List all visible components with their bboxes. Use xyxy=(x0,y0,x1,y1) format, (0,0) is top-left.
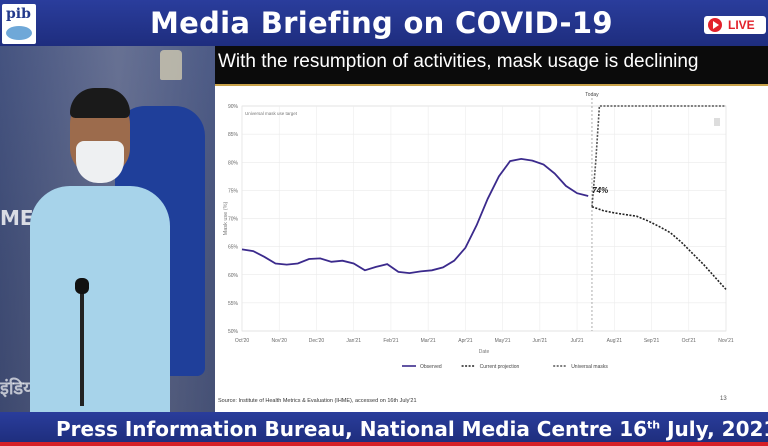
x-tick-label: May'21 xyxy=(495,338,511,344)
x-tick-label: Nov'20 xyxy=(272,338,288,344)
footer-caption: Press Information Bureau, National Media… xyxy=(56,417,768,441)
x-tick-label: Aug'21 xyxy=(607,338,623,344)
legend-label: Universal masks xyxy=(571,364,608,370)
target-label: Universal mask use target xyxy=(245,111,298,116)
x-axis-label: Date xyxy=(479,349,490,355)
y-axis-label: Mask use (%) xyxy=(223,202,229,236)
series-line xyxy=(591,105,726,207)
logo-text: pib xyxy=(6,6,31,22)
footer-sup: th xyxy=(647,418,661,432)
footer-text: Press Information Bureau, National Media… xyxy=(56,417,648,441)
play-icon xyxy=(708,18,722,32)
x-tick-label: Jan'21 xyxy=(346,338,361,344)
slide-title-bar xyxy=(215,46,768,84)
speaker-video: MEDIA इंडिया xyxy=(0,46,215,412)
x-tick-label: Nov'21 xyxy=(718,338,734,344)
series-line xyxy=(241,157,589,275)
y-tick-label: 80% xyxy=(228,160,239,166)
y-tick-label: 70% xyxy=(228,217,239,223)
series-line xyxy=(591,205,727,290)
live-badge: LIVE xyxy=(704,16,766,34)
slide-source: Source: Institute of Health Metrics & Ev… xyxy=(218,398,417,404)
y-tick-label: 60% xyxy=(228,273,239,279)
x-tick-label: Oct'20 xyxy=(235,338,250,344)
x-tick-label: Oct'21 xyxy=(682,338,697,344)
current-value-label: 74% xyxy=(592,186,608,195)
slide-divider xyxy=(215,84,768,86)
live-label: LIVE xyxy=(728,18,755,32)
mask-usage-chart: 50% 55% 60% 65% 70% 75% 80% 85% 90% Oct'20 Nov'20 D… xyxy=(223,92,734,370)
pib-logo: pib xyxy=(2,4,36,44)
bottom-banner xyxy=(0,412,768,446)
footer-text2: July, 2021 xyxy=(660,417,768,441)
face-mask xyxy=(76,141,124,183)
x-tick-label: Mar'21 xyxy=(421,338,436,344)
y-tick-label: 55% xyxy=(228,301,239,307)
x-tick-label: Sep'21 xyxy=(644,338,660,344)
backdrop-text-hindi: इंडिया xyxy=(0,378,39,399)
y-tick-label: 50% xyxy=(228,329,239,335)
y-tick-label: 65% xyxy=(228,245,239,251)
y-tick-label: 85% xyxy=(228,132,239,138)
slide-title: With the resumption of activities, mask … xyxy=(218,51,699,72)
slide-panel: 50% 55% 60% 65% 70% 75% 80% 85% 90% Oct'20 Nov'20 D… xyxy=(215,84,768,412)
speaker-body xyxy=(30,186,170,412)
mask-graphic-icon xyxy=(6,26,32,40)
x-tick-label: Apr'21 xyxy=(458,338,473,344)
x-tick-label: Feb'21 xyxy=(383,338,398,344)
emblem-icon xyxy=(160,50,182,80)
chart-options-icon xyxy=(714,118,720,126)
y-tick-label: 75% xyxy=(228,188,239,194)
slide-number: 13 xyxy=(720,396,727,402)
footer-accent xyxy=(0,442,768,446)
y-tick-label: 90% xyxy=(228,104,239,110)
microphone-stand xyxy=(80,286,84,406)
x-tick-label: Jul'21 xyxy=(571,338,584,344)
top-banner xyxy=(0,0,768,46)
briefing-headline: Media Briefing on COVID-19 xyxy=(150,6,613,40)
legend-label: Current projection xyxy=(480,364,520,370)
speaker-hair xyxy=(70,88,130,118)
x-tick-label: Dec'20 xyxy=(309,338,325,344)
today-label: Today xyxy=(585,92,599,98)
microphone-icon xyxy=(75,278,89,294)
x-tick-label: Jun'21 xyxy=(533,338,548,344)
legend-label: Observed xyxy=(420,364,442,370)
